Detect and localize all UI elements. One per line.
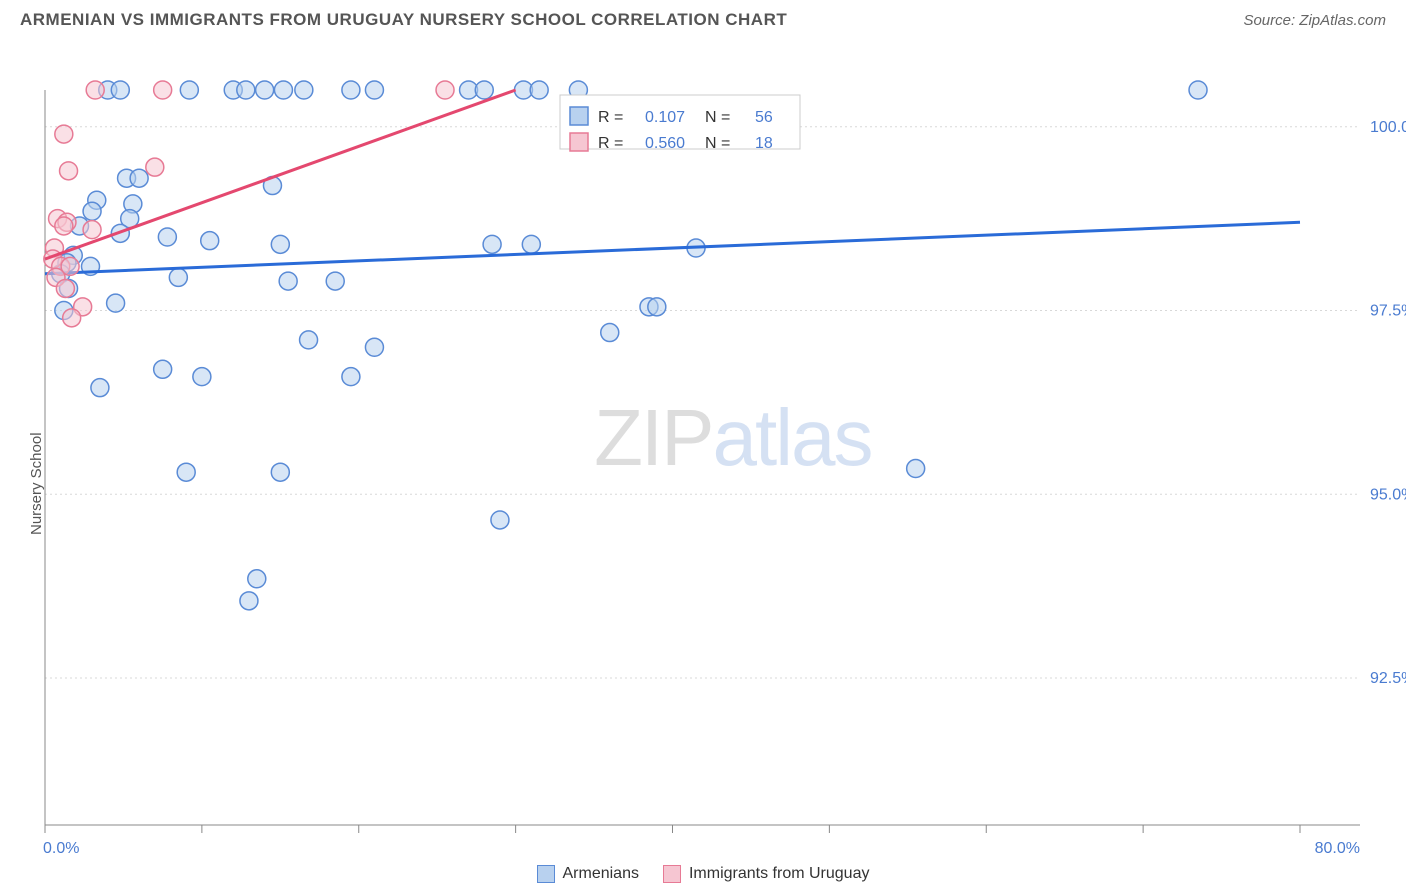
legend-r-value: 0.560	[645, 135, 685, 152]
data-point	[342, 368, 360, 386]
data-point	[91, 379, 109, 397]
data-point	[274, 81, 292, 99]
bottom-legend-item: Armenians	[537, 865, 639, 883]
data-point	[158, 228, 176, 246]
data-point	[146, 158, 164, 176]
data-point	[342, 81, 360, 99]
data-point	[248, 570, 266, 588]
data-point	[55, 217, 73, 235]
data-point	[601, 324, 619, 342]
x-tick-label: 80.0%	[1315, 840, 1360, 857]
y-tick-label: 97.5%	[1370, 303, 1406, 320]
data-point	[271, 235, 289, 253]
data-point	[180, 81, 198, 99]
legend-n-label: N =	[705, 135, 730, 152]
data-point	[365, 338, 383, 356]
data-point	[256, 81, 274, 99]
trend-line	[45, 222, 1300, 273]
legend-n-value: 18	[755, 135, 773, 152]
data-point	[436, 81, 454, 99]
data-point	[483, 235, 501, 253]
data-point	[237, 81, 255, 99]
data-point	[177, 463, 195, 481]
scatter-chart: 92.5% 95.0% 97.5% 100.0% 0.0% 80.0% ZIPatlas R …	[0, 35, 1406, 885]
data-point	[56, 279, 74, 297]
x-tick-label: 0.0%	[43, 840, 79, 857]
legend-n-value: 56	[755, 109, 773, 126]
data-point	[86, 81, 104, 99]
data-point	[130, 169, 148, 187]
legend-n-label: N =	[705, 109, 730, 126]
data-point	[271, 463, 289, 481]
data-point	[201, 232, 219, 250]
legend-label: Armenians	[563, 865, 639, 883]
source-label: Source: ZipAtlas.com	[1243, 12, 1386, 29]
data-point	[1189, 81, 1207, 99]
legend-label: Immigrants from Uruguay	[689, 865, 870, 883]
data-point	[107, 294, 125, 312]
legend-swatch	[570, 133, 588, 151]
data-point	[530, 81, 548, 99]
bottom-legend-item: Immigrants from Uruguay	[663, 865, 870, 883]
y-tick-label: 100.0%	[1370, 119, 1406, 136]
data-point	[55, 125, 73, 143]
legend-swatch	[537, 865, 555, 883]
data-point	[491, 511, 509, 529]
data-point	[326, 272, 344, 290]
watermark: ZIPatlas	[594, 393, 871, 482]
data-point	[83, 221, 101, 239]
legend-swatch	[663, 865, 681, 883]
y-tick-label: 95.0%	[1370, 486, 1406, 503]
trend-line	[45, 90, 516, 259]
data-point	[154, 81, 172, 99]
data-point	[240, 592, 258, 610]
data-point	[193, 368, 211, 386]
legend-r-label: R =	[598, 109, 623, 126]
data-point	[83, 202, 101, 220]
data-point	[295, 81, 313, 99]
data-point	[300, 331, 318, 349]
data-point	[365, 81, 383, 99]
chart-title: ARMENIAN VS IMMIGRANTS FROM URUGUAY NURS…	[20, 10, 787, 30]
data-point	[60, 162, 78, 180]
data-point	[169, 268, 187, 286]
data-point	[279, 272, 297, 290]
data-point	[111, 81, 129, 99]
data-point	[475, 81, 493, 99]
chart-container: Nursery School 92.5% 95.0% 97.5% 100.0% 0.0%…	[0, 35, 1406, 885]
bottom-legend: Armenians Immigrants from Uruguay	[0, 865, 1406, 888]
data-point	[907, 460, 925, 478]
data-point	[522, 235, 540, 253]
data-point	[63, 309, 81, 327]
data-point	[154, 360, 172, 378]
legend-r-label: R =	[598, 135, 623, 152]
data-point	[648, 298, 666, 316]
legend-swatch	[570, 107, 588, 125]
y-axis-label: Nursery School	[28, 432, 45, 535]
legend-r-value: 0.107	[645, 109, 685, 126]
y-tick-label: 92.5%	[1370, 670, 1406, 687]
